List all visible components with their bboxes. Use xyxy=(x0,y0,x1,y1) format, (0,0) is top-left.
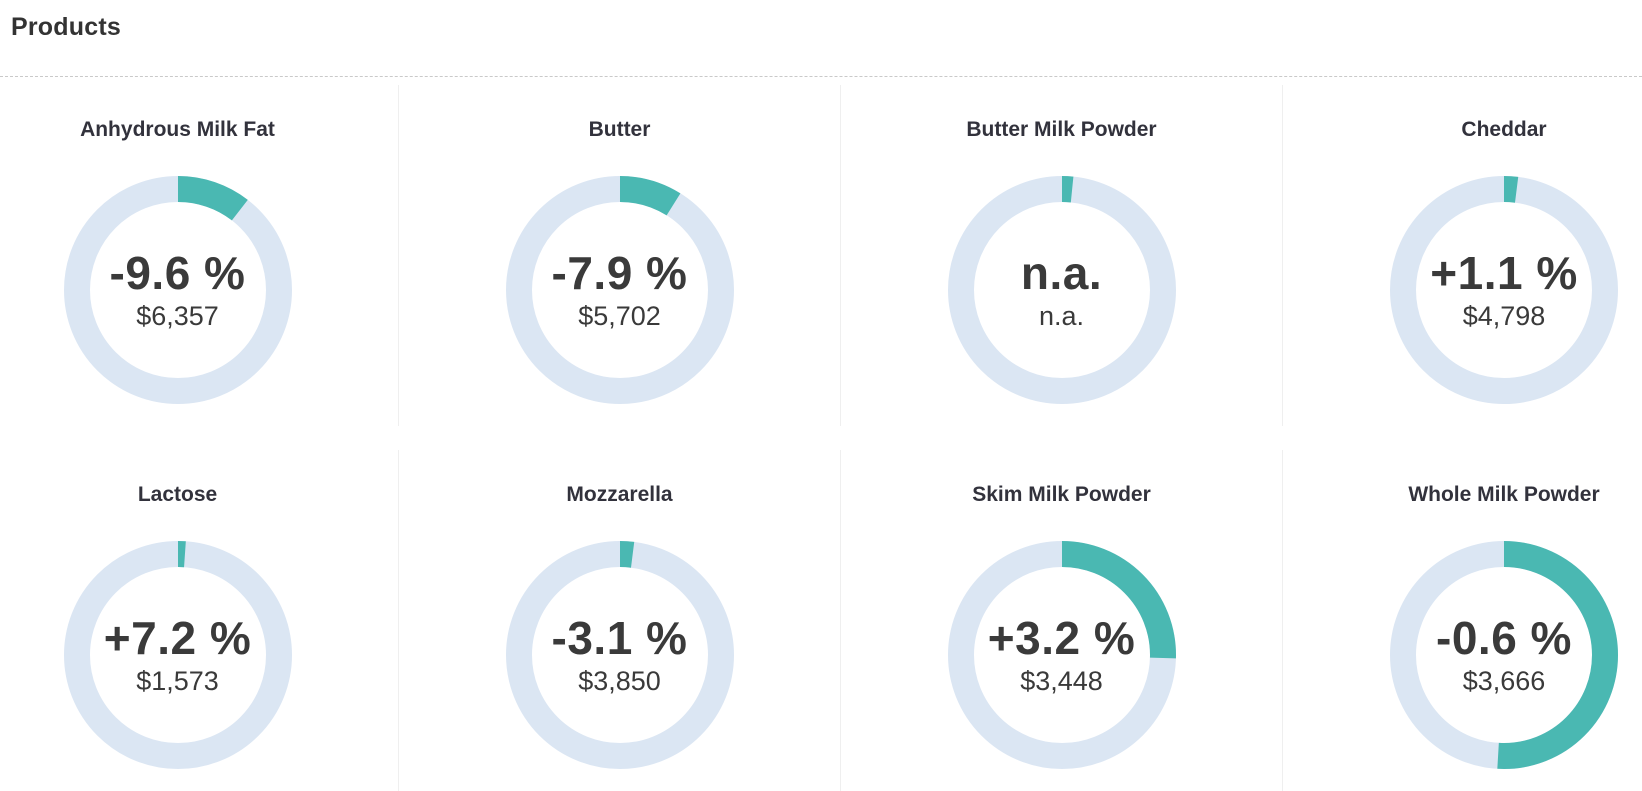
product-title: Butter xyxy=(588,118,651,141)
donut-center: +7.2 % $1,573 xyxy=(90,567,266,743)
donut-ring-icon xyxy=(505,176,734,404)
donut-share-arc xyxy=(505,176,734,404)
donut-center: -9.6 % $6,357 xyxy=(90,202,266,378)
page-header: Products xyxy=(0,0,1642,42)
product-card-butter[interactable]: Butter -7.9 % $5,702 xyxy=(399,85,841,426)
donut-ring-icon xyxy=(63,541,292,769)
donut-share-arc xyxy=(1390,541,1618,769)
product-card-butter-milk-powder[interactable]: Butter Milk Powder n.a. n.a. xyxy=(841,85,1283,426)
price-change-percent: +7.2 % xyxy=(103,612,252,664)
price-change-percent: -9.6 % xyxy=(109,247,246,299)
donut-ring-icon xyxy=(947,176,1176,404)
product-title: Anhydrous Milk Fat xyxy=(80,118,275,141)
section-separator xyxy=(0,76,1642,77)
product-card-anhydrous-milk-fat[interactable]: Anhydrous Milk Fat -9.6 % $6,357 xyxy=(0,85,399,426)
products-grid: Anhydrous Milk Fat -9.6 % $6,357 Butter … xyxy=(0,85,1642,791)
product-donut-chart[interactable]: -3.1 % $3,850 xyxy=(505,541,734,769)
page-title: Products xyxy=(11,13,121,41)
average-price: $4,798 xyxy=(1462,301,1546,331)
donut-center: n.a. n.a. xyxy=(974,202,1150,378)
product-card-mozzarella[interactable]: Mozzarella -3.1 % $3,850 xyxy=(399,450,841,791)
average-price: $3,666 xyxy=(1462,666,1546,696)
product-donut-chart[interactable]: n.a. n.a. xyxy=(947,176,1176,404)
price-change-percent: n.a. xyxy=(1020,247,1103,299)
donut-center: -7.9 % $5,702 xyxy=(532,202,708,378)
product-card-skim-milk-powder[interactable]: Skim Milk Powder +3.2 % $3,448 xyxy=(841,450,1283,791)
price-change-percent: -7.9 % xyxy=(551,247,688,299)
donut-share-arc xyxy=(505,541,734,769)
donut-share-arc xyxy=(63,541,292,769)
price-change-percent: +1.1 % xyxy=(1430,247,1578,299)
product-title: Mozzarella xyxy=(566,483,673,506)
average-price: $6,357 xyxy=(136,301,219,331)
donut-share-arc xyxy=(1390,176,1618,404)
product-donut-chart[interactable]: +1.1 % $4,798 xyxy=(1390,176,1618,404)
product-donut-chart[interactable]: -7.9 % $5,702 xyxy=(505,176,734,404)
average-price: n.a. xyxy=(1038,301,1085,331)
product-card-cheddar[interactable]: Cheddar +1.1 % $4,798 xyxy=(1283,85,1642,426)
average-price: $1,573 xyxy=(136,666,219,696)
product-donut-chart[interactable]: +7.2 % $1,573 xyxy=(63,541,292,769)
average-price: $3,850 xyxy=(578,666,661,696)
product-title: Cheddar xyxy=(1461,118,1547,141)
donut-center: +3.2 % $3,448 xyxy=(974,567,1150,743)
average-price: $5,702 xyxy=(578,301,661,331)
donut-share-arc xyxy=(947,541,1176,769)
price-change-percent: +3.2 % xyxy=(987,612,1136,664)
donut-share-arc xyxy=(947,176,1176,404)
donut-ring-icon xyxy=(947,541,1176,769)
product-title: Lactose xyxy=(137,483,218,506)
price-change-percent: -0.6 % xyxy=(1436,612,1572,664)
average-price: $3,448 xyxy=(1020,666,1103,696)
product-title: Butter Milk Powder xyxy=(966,118,1157,141)
product-title: Whole Milk Powder xyxy=(1408,483,1600,506)
donut-ring-icon xyxy=(63,176,292,404)
product-card-lactose[interactable]: Lactose +7.2 % $1,573 xyxy=(0,450,399,791)
product-card-whole-milk-powder[interactable]: Whole Milk Powder -0.6 % $3,666 xyxy=(1283,450,1642,791)
product-donut-chart[interactable]: +3.2 % $3,448 xyxy=(947,541,1176,769)
donut-ring-icon xyxy=(1390,541,1618,769)
donut-ring-icon xyxy=(1390,176,1618,404)
donut-share-arc xyxy=(63,176,292,404)
product-title: Skim Milk Powder xyxy=(972,483,1151,506)
price-change-percent: -3.1 % xyxy=(551,612,688,664)
product-donut-chart[interactable]: -0.6 % $3,666 xyxy=(1390,541,1618,769)
donut-ring-icon xyxy=(505,541,734,769)
donut-center: -3.1 % $3,850 xyxy=(532,567,708,743)
donut-center: -0.6 % $3,666 xyxy=(1416,567,1592,743)
product-donut-chart[interactable]: -9.6 % $6,357 xyxy=(63,176,292,404)
donut-center: +1.1 % $4,798 xyxy=(1416,202,1592,378)
